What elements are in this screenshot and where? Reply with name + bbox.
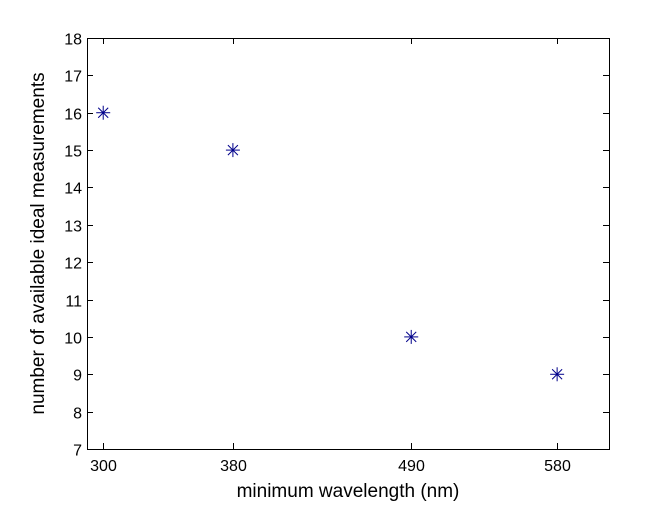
x-axis-label: minimum wavelength (nm) [237, 481, 460, 502]
data-point [225, 143, 240, 158]
marker-stroke [97, 107, 109, 119]
y-tick-label: 12 [64, 256, 82, 273]
data-point [404, 329, 419, 344]
plot-area [87, 38, 609, 449]
ticks: 7 8 9 10 11 12 13 14 15 16 17 18 300 380 490 580 [64, 32, 609, 475]
marker-stroke [227, 144, 239, 156]
x-tick-label: 580 [544, 458, 571, 475]
x-tick-label: 490 [398, 458, 425, 475]
y-tick-label: 17 [64, 69, 82, 86]
marker-stroke [405, 331, 417, 343]
y-tick-label: 18 [64, 32, 82, 49]
data-point [550, 367, 565, 382]
y-tick-label: 16 [64, 107, 82, 124]
x-tick-label: 300 [90, 458, 117, 475]
data-point [96, 105, 111, 120]
y-axis-label: number of available ideal measurements [28, 72, 49, 414]
y-tick-label: 10 [64, 331, 82, 348]
y-tick-label: 8 [73, 406, 82, 423]
x-tick-label: 380 [220, 458, 247, 475]
y-tick-label: 14 [64, 181, 82, 198]
data-points [96, 105, 565, 382]
plot-frame [87, 38, 610, 450]
y-tick-label: 11 [65, 294, 82, 311]
marker-stroke [551, 368, 563, 380]
y-tick-label: 9 [73, 368, 82, 385]
y-tick-label: 7 [73, 443, 82, 460]
y-tick-label: 15 [64, 144, 82, 161]
y-tick-label: 13 [64, 219, 82, 236]
